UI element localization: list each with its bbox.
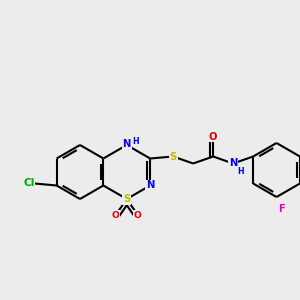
Text: N: N bbox=[146, 181, 154, 190]
Text: O: O bbox=[112, 211, 120, 220]
Text: H: H bbox=[237, 167, 244, 176]
Text: O: O bbox=[209, 131, 218, 142]
Text: O: O bbox=[134, 211, 142, 220]
Text: H: H bbox=[132, 137, 138, 146]
Text: S: S bbox=[169, 152, 177, 161]
Text: N: N bbox=[123, 139, 131, 149]
Text: S: S bbox=[123, 194, 130, 204]
Text: Cl: Cl bbox=[23, 178, 34, 188]
Text: N: N bbox=[229, 158, 237, 169]
Text: F: F bbox=[278, 204, 285, 214]
